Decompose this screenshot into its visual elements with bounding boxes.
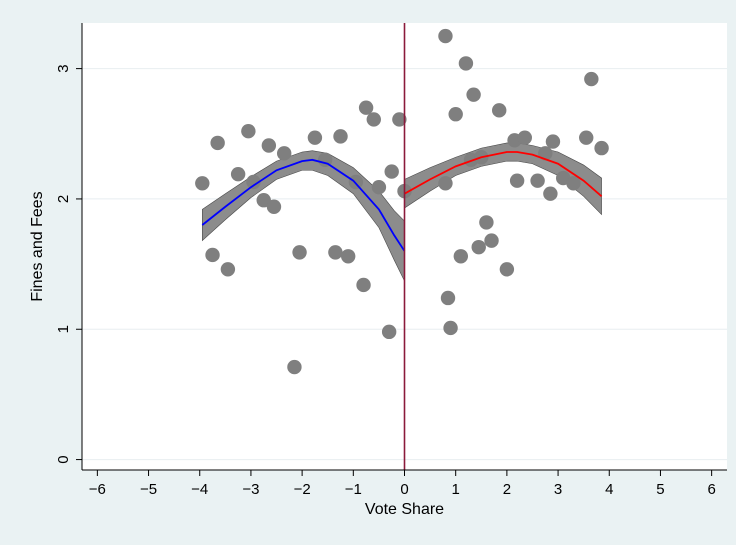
x-tick-label: 0: [400, 481, 408, 498]
right-fit-line: [404, 151, 603, 198]
scatter-point: [241, 123, 256, 139]
scatter-point: [381, 324, 397, 340]
scatter-point: [205, 247, 220, 263]
scatter-point: [287, 359, 302, 375]
scatter-point: [594, 140, 609, 156]
x-tick-label: 3: [554, 481, 562, 498]
scatter-point: [566, 176, 581, 191]
x-tick-label: −1: [345, 481, 362, 498]
x-axis-label: Vote Share: [365, 501, 444, 518]
scatter-point: [530, 173, 545, 188]
scatter-point: [292, 245, 307, 260]
x-tick-label: −5: [140, 481, 157, 498]
scatter-point: [458, 56, 474, 71]
y-tick-label: 1: [55, 325, 72, 333]
scatter-point: [348, 174, 364, 190]
y-tick-label: 3: [55, 64, 72, 72]
scatter-point: [538, 146, 553, 161]
y-axis-label: Fines and Fees: [29, 191, 46, 301]
fit-lines: [201, 23, 603, 470]
x-tick-label: −2: [294, 481, 311, 498]
scatter-point: [366, 112, 381, 127]
scatter-point: [545, 134, 561, 149]
scatter-point: [340, 249, 356, 264]
scatter-point: [371, 180, 387, 195]
scatter-point: [453, 249, 469, 264]
x-tick-label: −4: [191, 481, 208, 498]
scatter-point: [384, 164, 399, 179]
scatter-point: [517, 130, 532, 145]
scatter-point: [333, 129, 348, 144]
scatter-point: [584, 71, 599, 87]
scatter-point: [440, 290, 456, 306]
scatter-point: [307, 130, 323, 145]
scatter-point: [466, 87, 481, 102]
scatter-point: [543, 186, 558, 201]
y-tick-label: 0: [55, 455, 72, 463]
scatter-point: [210, 135, 225, 151]
scatter-point: [277, 146, 292, 161]
scatter-point: [261, 138, 277, 153]
scatter-point: [246, 174, 261, 190]
x-tick-label: 4: [605, 481, 613, 498]
scatter-point: [356, 277, 371, 293]
scatter-point: [392, 112, 407, 127]
scatter-point: [499, 262, 515, 277]
y-tick-label: 2: [55, 195, 72, 203]
x-tick-label: 2: [503, 481, 511, 498]
scatter-point: [328, 245, 343, 260]
scatter-point: [230, 166, 246, 182]
scatter-point: [471, 239, 486, 255]
x-tick-label: −3: [242, 481, 259, 498]
axes: −6 −5 −4 −3 −2 −1 0 1 2 3 4 5 6 0 1 2 3: [55, 23, 727, 498]
scatter-point: [438, 28, 453, 44]
scatter-point: [195, 176, 210, 191]
scatter-point: [492, 103, 507, 118]
scatter-points: [195, 28, 609, 375]
scatter-point: [448, 107, 463, 122]
scatter-point: [443, 320, 458, 336]
x-tick-label: 5: [656, 481, 664, 498]
scatter-point: [256, 193, 271, 208]
x-tick-label: 6: [707, 481, 715, 498]
scatter-point: [220, 262, 236, 277]
scatter-point: [509, 173, 525, 188]
scatter-point: [579, 130, 594, 145]
x-tick-label: 1: [452, 481, 460, 498]
x-tick-label: −6: [89, 481, 106, 498]
scatter-point: [484, 233, 499, 248]
scatter-point: [266, 199, 282, 214]
scatter-point: [358, 100, 374, 115]
scatter-point: [479, 215, 494, 230]
scatter-point: [438, 176, 453, 191]
left-fit-line: [201, 158, 406, 252]
